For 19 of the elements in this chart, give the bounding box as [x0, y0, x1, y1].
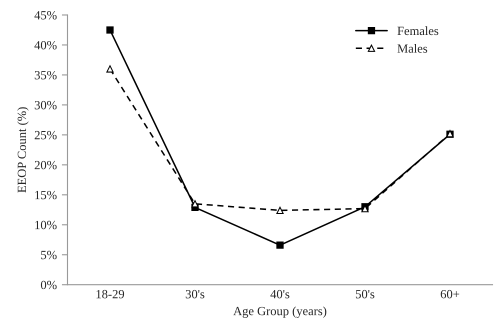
y-tick-label: 5%: [41, 250, 57, 260]
y-tick-label: 25%: [34, 130, 57, 140]
y-tick-label: 10%: [35, 220, 57, 230]
x-tick-label: 40's: [270, 290, 290, 298]
y-tick-label: 35%: [34, 70, 57, 80]
x-tick-label: 50's: [356, 290, 374, 298]
y-tick-label: 40%: [34, 40, 57, 50]
x-tick-label: 60+: [440, 290, 460, 298]
legend-label: Males: [397, 44, 428, 53]
y-tick-label: 20%: [34, 160, 57, 170]
y-tick-label: 15%: [35, 190, 57, 200]
y-axis-title: EEOP Count (%): [17, 107, 29, 193]
x-tick-label: 30's: [186, 290, 204, 298]
x-axis-title: Age Group (years): [233, 306, 326, 318]
y-tick-label: 45%: [34, 11, 57, 20]
x-tick-label: 18-29: [96, 290, 124, 298]
y-tick-label: 0%: [40, 280, 57, 290]
y-tick-label: 30%: [34, 100, 57, 110]
legend-label: Females: [397, 26, 438, 36]
